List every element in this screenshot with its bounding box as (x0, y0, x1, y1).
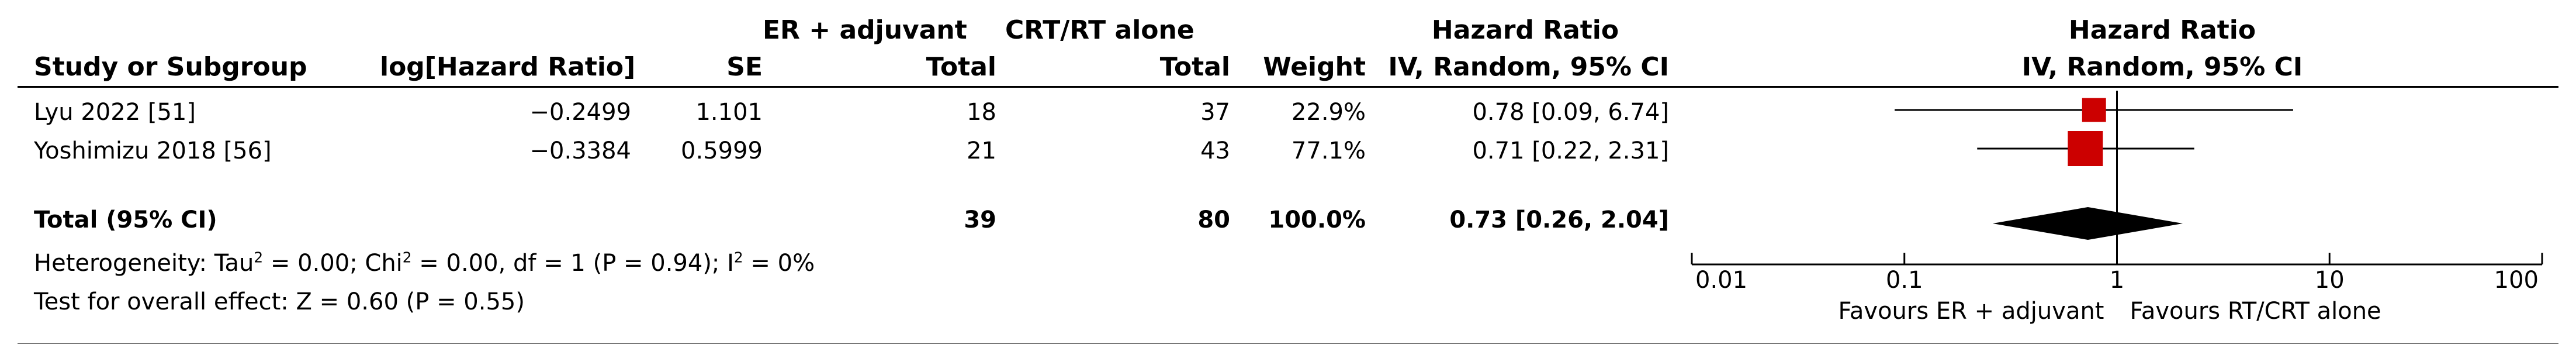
study-se: 0.5999 (681, 137, 763, 164)
plot-column-header: IV, Random, 95% CI (2021, 52, 2303, 82)
total-group2: 80 (1197, 207, 1230, 233)
hr-header-title: Hazard Ratio (1431, 15, 1619, 45)
study-name: Lyu 2022 [51] (34, 99, 196, 126)
study-loghr: −0.2499 (529, 99, 631, 126)
group2-header: CRT/RT alone (1005, 15, 1194, 45)
header-rule (18, 86, 2558, 88)
hr-column-header: IV, Random, 95% CI (1388, 52, 1669, 82)
study-total1: 21 (967, 137, 996, 164)
group1-total-header: Total (926, 52, 996, 82)
total-group1: 39 (964, 207, 996, 233)
favours-left-label: Favours ER + adjuvant (1838, 298, 2104, 325)
heterogeneity-text: Heterogeneity: Tau2 = 0.00; Chi2 = 0.00,… (34, 249, 815, 277)
pooled-diamond (1992, 207, 2183, 240)
weight-column-header: Weight (1263, 52, 1366, 82)
study-loghr: −0.3384 (529, 137, 631, 164)
x-axis-tick-label: 100 (2494, 267, 2539, 294)
group2-total-header: Total (1159, 52, 1230, 82)
plot-header-title: Hazard Ratio (2068, 15, 2256, 45)
overall-effect-text: Test for overall effect: Z = 0.60 (P = 0… (34, 288, 525, 315)
study-ci: 0.78 [0.09, 6.74] (1472, 99, 1669, 126)
x-axis-tick-label: 10 (2315, 267, 2345, 294)
x-axis-tick-label: 0.01 (1695, 267, 1747, 294)
study-ci: 0.71 [0.22, 2.31] (1472, 137, 1669, 164)
total-ci: 0.73 [0.26, 2.04] (1449, 207, 1669, 233)
study-weight: 22.9% (1291, 99, 1366, 126)
se-column-header: SE (726, 52, 763, 82)
bottom-rule (18, 343, 2558, 344)
study-weight: 77.1% (1291, 137, 1366, 164)
loghr-column-header: log[Hazard Ratio] (380, 52, 636, 82)
favours-right-label: Favours RT/CRT alone (2130, 298, 2381, 325)
study-se: 1.101 (695, 99, 763, 126)
study-total2: 37 (1200, 99, 1230, 126)
study-marker (2068, 131, 2103, 166)
total-label: Total (95% CI) (34, 207, 217, 233)
total-weight: 100.0% (1268, 207, 1366, 233)
x-axis-tick-label: 1 (2110, 267, 2124, 294)
study-total2: 43 (1200, 137, 1230, 164)
study-marker (2082, 98, 2106, 122)
group1-header: ER + adjuvant (763, 15, 967, 45)
study-column-header: Study or Subgroup (34, 52, 307, 82)
study-total1: 18 (967, 99, 996, 126)
x-axis-tick-label: 0.1 (1886, 267, 1923, 294)
study-name: Yoshimizu 2018 [56] (34, 137, 272, 164)
